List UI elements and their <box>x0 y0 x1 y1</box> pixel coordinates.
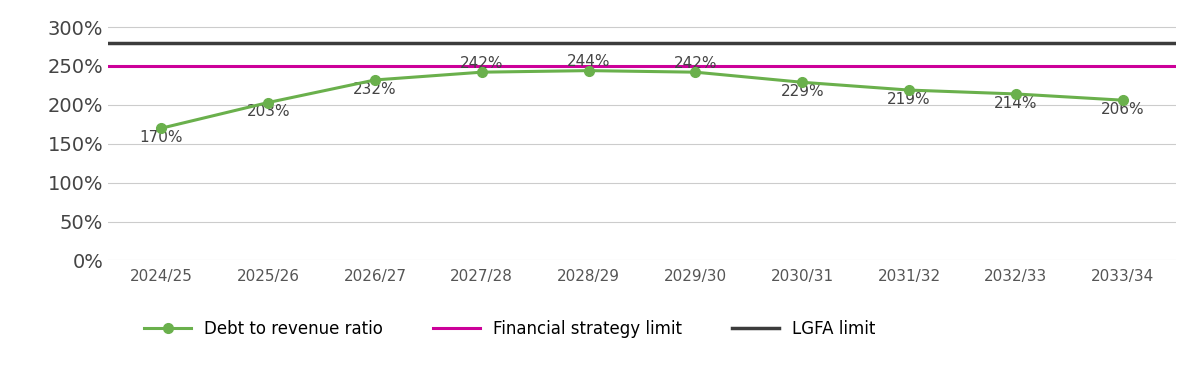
Text: 242%: 242% <box>460 56 504 71</box>
Text: 203%: 203% <box>246 105 290 119</box>
Text: 170%: 170% <box>139 130 184 145</box>
Text: 206%: 206% <box>1100 102 1145 117</box>
Text: 232%: 232% <box>353 82 397 97</box>
Text: 219%: 219% <box>887 92 931 107</box>
Text: 214%: 214% <box>994 96 1038 111</box>
Text: 244%: 244% <box>566 54 611 69</box>
Legend: Debt to revenue ratio, Financial strategy limit, LGFA limit: Debt to revenue ratio, Financial strateg… <box>138 314 882 345</box>
Text: 229%: 229% <box>780 84 824 99</box>
Text: 242%: 242% <box>673 56 718 71</box>
